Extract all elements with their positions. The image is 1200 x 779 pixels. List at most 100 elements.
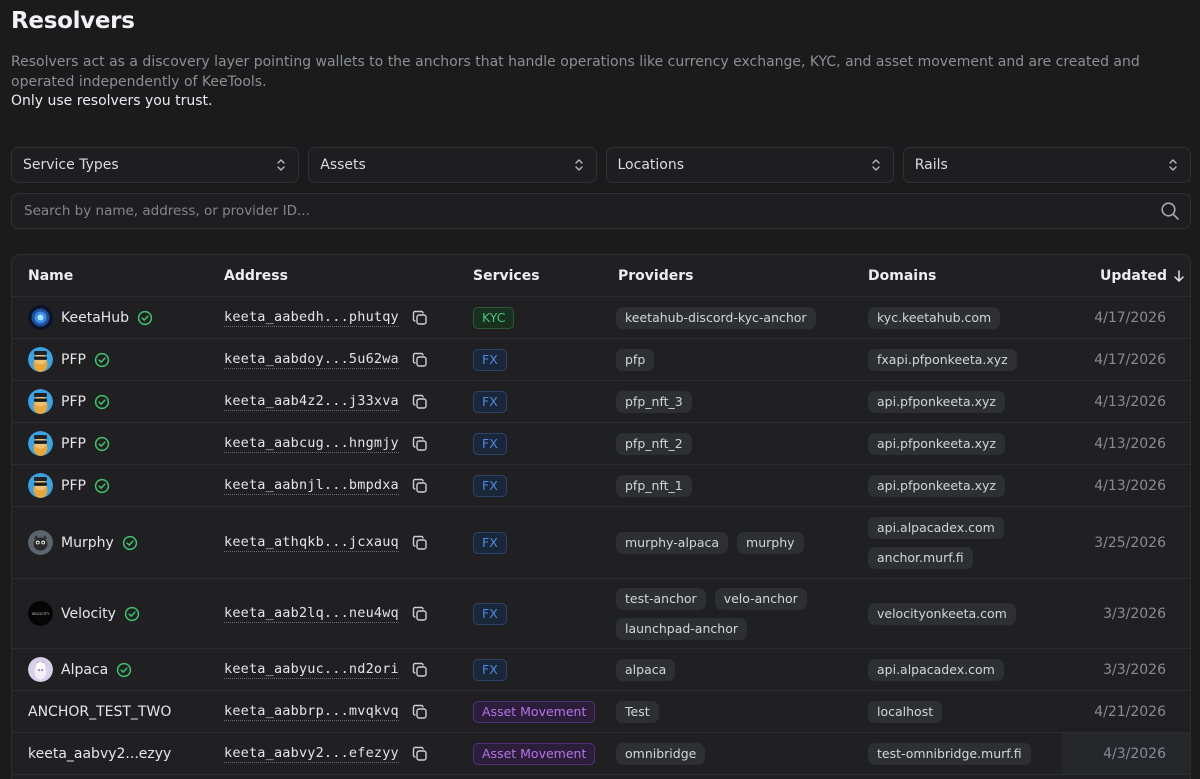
chevron-up-down-icon: [1169, 159, 1177, 171]
resolver-address[interactable]: keeta_athqkb...jcxauq: [224, 534, 399, 552]
resolver-address[interactable]: keeta_aabnjl...bmpdxa: [224, 477, 399, 495]
table-row[interactable]: PFP keeta_aabnjl...bmpdxa FX pfp_nft_1 api.p…: [12, 465, 1190, 507]
column-header-name[interactable]: Name: [28, 268, 74, 284]
service-badge: FX: [473, 432, 507, 455]
copy-icon[interactable]: [412, 535, 428, 551]
copy-icon[interactable]: [412, 436, 428, 452]
domains-cell: api.pfponkeeta.xyz: [868, 465, 1068, 506]
copy-icon[interactable]: [412, 662, 428, 678]
column-header-updated[interactable]: Updated: [1100, 268, 1185, 284]
name-cell: KeetaHub: [28, 297, 218, 338]
locations-select[interactable]: Locations: [605, 147, 894, 183]
copy-icon[interactable]: [412, 352, 428, 368]
resolver-name[interactable]: PFP: [61, 477, 86, 494]
service-types-select[interactable]: Service Types: [11, 147, 300, 183]
resolver-name[interactable]: keeta_aabvy2...ezyy: [28, 745, 172, 762]
name-cell: Alpaca: [28, 649, 218, 690]
table-row[interactable]: PFP keeta_aabcug...hngmjy FX pfp_nft_2 api.p…: [12, 423, 1190, 465]
updated-cell: 3/3/2026: [1062, 649, 1190, 690]
resolver-name[interactable]: KeetaHub: [61, 309, 130, 326]
table-row[interactable]: PFP keeta_aabdoy...5u62wa FX pfp fxapi.pfpon…: [12, 339, 1190, 381]
velocity-logo: VELOCITY: [28, 601, 53, 626]
name-cell: PFP: [28, 423, 218, 464]
column-header-domains[interactable]: Domains: [868, 268, 937, 284]
updated-date: 4/3/2026: [1103, 745, 1166, 762]
service-badge: KYC: [473, 306, 515, 329]
resolver-name[interactable]: Velocity: [61, 605, 116, 622]
resolver-name[interactable]: PFP: [61, 435, 86, 452]
address-cell: keeta_aabyuc...nd2ori: [224, 649, 464, 690]
domain-chip: localhost: [868, 700, 943, 723]
resolver-name[interactable]: Alpaca: [61, 661, 109, 678]
resolver-address[interactable]: keeta_aabbrp...mvqkvq: [224, 703, 399, 721]
resolver-address[interactable]: keeta_aabcug...hngmjy: [224, 435, 399, 453]
provider-chip: pfp_nft_2: [616, 432, 692, 455]
resolver-address[interactable]: keeta_aabdoy...5u62wa: [224, 351, 399, 369]
table-row[interactable]: VELOCITY Velocity keeta_aab2lq...neu4wq FX t…: [12, 579, 1190, 649]
assets-select[interactable]: Assets: [308, 147, 597, 183]
domain-chip: velocityonkeeta.com: [868, 602, 1016, 625]
resolver-name[interactable]: ANCHOR_TEST_TWO: [28, 703, 172, 720]
assets-select-label: Assets: [320, 157, 366, 173]
services-cell: KYC: [473, 297, 613, 338]
domain-chip: kyc.keetahub.com: [868, 306, 1001, 329]
domains-cell: api.alpacadex.com: [868, 649, 1068, 690]
services-cell: Asset Movement: [473, 733, 613, 774]
services-cell: Asset Movement: [473, 691, 613, 732]
name-cell: PFP: [28, 465, 218, 506]
resolver-name[interactable]: PFP: [61, 393, 86, 410]
copy-icon[interactable]: [412, 704, 428, 720]
table-row[interactable]: ANCHOR_TEST_TWO keeta_aabbrp...mvqkvq Asse…: [12, 691, 1190, 733]
table-row[interactable]: keeta_aabvy2...ezyy keeta_aabvy2...efezyy…: [12, 733, 1190, 775]
updated-cell: 3/25/2026: [1062, 507, 1190, 578]
table-row[interactable]: KeetaHub keeta_aabedh...phutqy KYC keetahub…: [12, 297, 1190, 339]
chevron-up-down-icon: [277, 159, 285, 171]
copy-icon[interactable]: [412, 606, 428, 622]
copy-icon[interactable]: [412, 310, 428, 326]
resolver-address[interactable]: keeta_aab4z2...j33xva: [224, 393, 399, 411]
column-header-providers[interactable]: Providers: [618, 268, 694, 284]
providers-cell: test-anchor velo-anchor launchpad-anchor: [616, 579, 866, 648]
copy-icon[interactable]: [412, 394, 428, 410]
provider-chip: pfp: [616, 348, 655, 371]
keetahub-logo: [28, 305, 53, 330]
search-icon[interactable]: [1160, 201, 1180, 221]
domain-chip: fxapi.pfponkeeta.xyz: [868, 348, 1017, 371]
domain-chip: api.pfponkeeta.xyz: [868, 432, 1005, 455]
address-cell: keeta_aab2lq...neu4wq: [224, 579, 464, 648]
table-row[interactable]: Murphy keeta_athqkb...jcxauq FX murphy-alpa…: [12, 507, 1190, 579]
column-header-address[interactable]: Address: [224, 268, 288, 284]
service-badge: FX: [473, 602, 507, 625]
name-cell: keeta_aabvy2...ezyy: [28, 733, 218, 774]
resolver-address[interactable]: keeta_aabedh...phutqy: [224, 309, 399, 327]
column-header-services[interactable]: Services: [473, 268, 540, 284]
pfp-logo: [28, 347, 53, 372]
resolver-address[interactable]: keeta_aab2lq...neu4wq: [224, 605, 399, 623]
resolver-name[interactable]: PFP: [61, 351, 86, 368]
table-row[interactable]: Alpaca keeta_aabyuc...nd2ori FX alpaca api.a…: [12, 649, 1190, 691]
updated-date: 3/25/2026: [1094, 534, 1166, 551]
services-cell: FX: [473, 507, 613, 578]
table-row[interactable]: PFP keeta_aab4z2...j33xva FX pfp_nft_3 api.p…: [12, 381, 1190, 423]
trust-note: Only use resolvers you trust.: [11, 93, 213, 109]
search-input[interactable]: [24, 203, 1160, 219]
page-title: Resolvers: [11, 8, 135, 34]
domains-cell: fxapi.pfponkeeta.xyz: [868, 339, 1068, 380]
copy-icon[interactable]: [412, 478, 428, 494]
resolver-address[interactable]: keeta_aabyuc...nd2ori: [224, 661, 399, 679]
address-cell: keeta_aab4z2...j33xva: [224, 381, 464, 422]
filter-bar: Service Types Assets Locations Rails: [11, 147, 1191, 183]
copy-icon[interactable]: [412, 746, 428, 762]
provider-chip: pfp_nft_1: [616, 474, 692, 497]
domains-cell: api.pfponkeeta.xyz: [868, 381, 1068, 422]
updated-cell: 4/3/2026: [1062, 733, 1190, 774]
rails-select[interactable]: Rails: [902, 147, 1191, 183]
resolver-address[interactable]: keeta_aabvy2...efezyy: [224, 745, 399, 763]
domain-chip: anchor.murf.fi: [868, 546, 973, 569]
verified-icon: [137, 310, 153, 325]
verified-icon: [94, 478, 110, 493]
service-badge: FX: [473, 348, 507, 371]
resolver-name[interactable]: Murphy: [61, 534, 114, 551]
provider-chip: alpaca: [616, 658, 676, 681]
address-cell: keeta_aabvy2...efezyy: [224, 733, 464, 774]
